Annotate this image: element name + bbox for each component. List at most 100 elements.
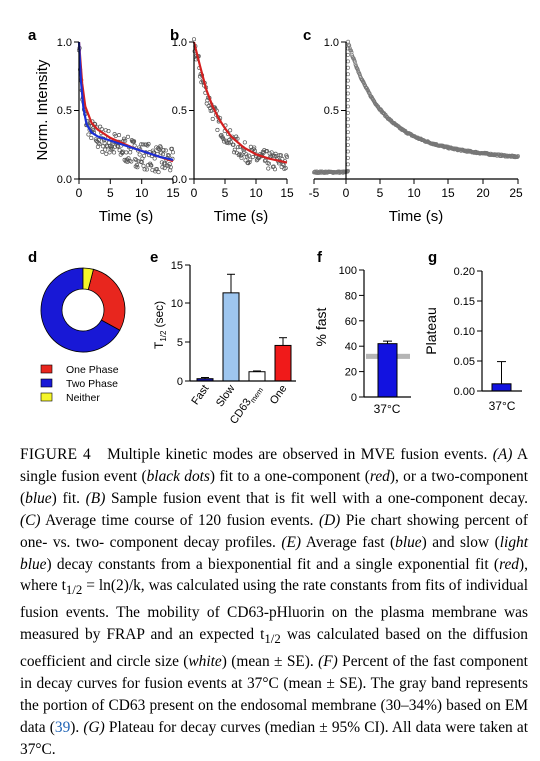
data-point — [232, 147, 237, 152]
caption-text: Average time course of 120 fusion events… — [45, 511, 314, 529]
caption-text: ) fit to a one-component ( — [209, 467, 370, 485]
panel-c-xlabel: Time (s) — [389, 208, 443, 225]
panel-e-ylabel: T1/2(sec) — [152, 301, 168, 349]
panel-c-xtick: 15 — [441, 186, 455, 200]
data-point — [231, 142, 236, 147]
data-point — [149, 163, 154, 168]
data-point — [133, 156, 138, 162]
panel-b-ytick: 0.5 — [172, 105, 187, 117]
caption-emph: blue — [25, 489, 52, 507]
figure-label: FIGURE 4 — [20, 446, 92, 463]
data-point — [346, 155, 350, 160]
data-point — [283, 166, 288, 171]
caption-text: ), where t — [20, 555, 528, 595]
data-point — [168, 165, 173, 170]
panel-g-ytick: 0.20 — [454, 266, 475, 278]
fit-curve-one-component — [192, 41, 288, 164]
panel-letter-b: b — [170, 27, 179, 44]
data-point — [141, 163, 146, 168]
figure-panels: a Norm. Intensity 0.0 0.5 1.0 0 5 10 15 … — [28, 27, 523, 426]
panel-a-ylabel: Norm. Intensity — [34, 59, 51, 160]
data-point — [515, 154, 520, 159]
legend-label-two-phase: Two Phase — [66, 378, 118, 390]
citation-link[interactable]: 39 — [54, 719, 71, 737]
data-point — [122, 136, 127, 141]
panel-e-ytick: 15 — [171, 260, 183, 272]
data-point — [248, 157, 253, 162]
caption-emph: light blue — [20, 533, 528, 573]
panel-g-ytick: 0.05 — [454, 356, 475, 368]
panel-e-xtick-one: One — [268, 383, 290, 407]
caption-ref-f: (F) — [318, 653, 338, 671]
data-point — [88, 123, 93, 129]
panel-letter-a: a — [28, 27, 37, 44]
data-point — [128, 150, 133, 155]
panel-b: b 0.0 0.5 1.0 0 5 10 15 Time (s) — [170, 27, 294, 225]
data-point — [278, 153, 284, 158]
data-point — [156, 170, 161, 175]
data-point — [86, 132, 91, 137]
caption-subscript: 1/2 — [264, 632, 281, 647]
data-point — [365, 87, 370, 92]
data-point — [346, 91, 350, 96]
data-point — [346, 65, 350, 70]
caption-ref-c: (C) — [20, 511, 41, 529]
data-point — [191, 37, 197, 42]
panel-f-xtick: 37°C — [374, 402, 401, 416]
panel-letter-d: d — [28, 249, 37, 266]
data-point — [264, 149, 269, 154]
data-point — [205, 98, 210, 103]
data-point — [346, 143, 350, 147]
data-point — [126, 156, 131, 161]
caption-text: Pie chart showing percent of one- vs. tw… — [20, 511, 528, 551]
panel-d: d One Phase Two Phase Neither — [28, 249, 126, 404]
data-point — [167, 153, 172, 158]
panel-a-data — [76, 41, 176, 175]
panel-b-data — [191, 37, 290, 172]
caption-text: Percent of the fast component in decay c… — [20, 653, 528, 737]
panel-letter-c: c — [303, 27, 311, 44]
data-point — [124, 150, 129, 155]
panel-f-ylabel: % fast — [313, 307, 329, 346]
panel-a-ytick: 0.5 — [57, 105, 72, 117]
data-point — [262, 158, 267, 163]
panel-c-data — [312, 39, 520, 175]
caption-emph: black dots — [146, 467, 210, 485]
data-point — [242, 140, 247, 145]
data-point — [346, 130, 350, 135]
data-point — [234, 150, 239, 155]
panel-f-ytick: 100 — [339, 265, 357, 277]
data-point — [224, 140, 229, 145]
data-point — [239, 155, 244, 160]
data-point — [106, 129, 111, 134]
data-point — [346, 110, 350, 115]
caption-text: Sample fusion event that is fit well wit… — [111, 489, 528, 507]
data-point — [102, 141, 107, 146]
data-point — [163, 148, 168, 153]
panel-f: f % fast 0 20 40 60 80 100 37°C — [313, 249, 411, 416]
panel-c: c 0.5 1.0 -5 0 5 10 15 20 25 Time (s) — [303, 27, 523, 225]
data-point — [352, 59, 357, 64]
panel-c-xtick: 10 — [407, 186, 421, 200]
caption-ref-e: (E) — [281, 533, 302, 551]
data-point — [113, 144, 118, 149]
data-point — [103, 147, 108, 152]
panel-f-ytick: 40 — [345, 341, 357, 353]
data-point — [273, 151, 278, 156]
data-point — [232, 150, 237, 155]
data-point — [236, 145, 241, 150]
data-point — [246, 153, 251, 158]
data-point — [210, 116, 215, 122]
panel-letter-e: e — [150, 249, 158, 266]
panel-letter-g: g — [428, 249, 437, 266]
data-point — [132, 143, 137, 148]
panel-f-ytick: 20 — [345, 367, 357, 379]
caption-text: ) (mean ± SE). — [221, 653, 314, 671]
data-point — [270, 164, 275, 170]
data-point — [144, 167, 149, 172]
data-point — [516, 154, 520, 159]
data-point — [160, 152, 166, 157]
data-point — [135, 165, 140, 170]
data-point — [242, 149, 247, 154]
legend-swatch-one-phase — [40, 364, 53, 374]
